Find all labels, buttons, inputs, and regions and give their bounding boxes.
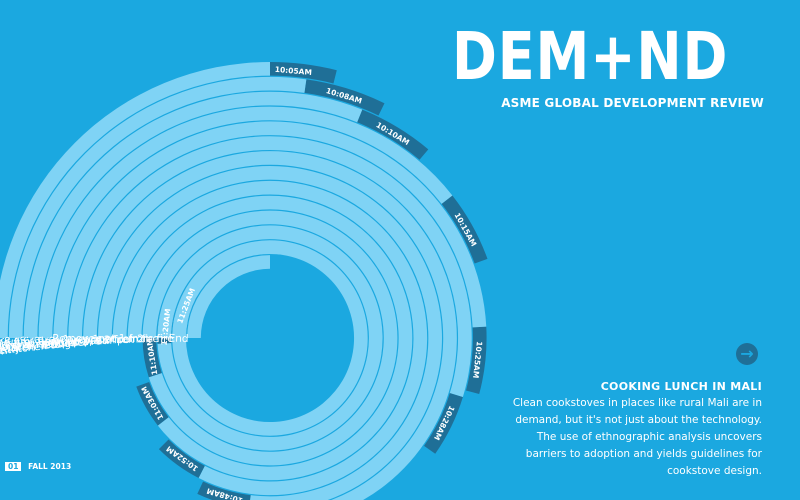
timeline-ring-left [112, 180, 270, 338]
timeline-ring-tail [197, 481, 251, 500]
timeline-ring-tail [424, 392, 463, 454]
timeline-ring-tail [270, 62, 337, 84]
timeline-ring-left [38, 106, 270, 338]
timeline-ring-tail [441, 195, 488, 264]
magazine-title: DEM+ND [452, 18, 729, 95]
timeline-ring-tail [158, 439, 205, 479]
timeline-ring-left [98, 166, 270, 338]
timeline-ring-tail [357, 109, 429, 160]
timeline-ring [270, 76, 307, 93]
timeline-ring [270, 121, 487, 328]
task-label: Remove pot 1 from fire [52, 333, 173, 345]
time-label: 10:05AM [274, 65, 312, 77]
next-arrow-icon[interactable]: → [736, 343, 758, 365]
timeline-ring-left [142, 210, 270, 338]
page-number: 01 [5, 462, 22, 471]
timeline-ring-left [68, 136, 270, 338]
timeline-ring-left [53, 121, 270, 338]
task-label: Tend fire, Remove pot 2 from fire [0, 333, 159, 350]
issue-label: FALL 2013 [28, 462, 72, 471]
timeline-ring [270, 91, 363, 123]
time-label: 11:20AM [160, 308, 173, 346]
footer: 01 FALL 2013 [5, 462, 71, 474]
timeline-ring-tail [466, 326, 487, 395]
timeline-ring-tail [142, 338, 162, 378]
time-label: 10:25AM [471, 341, 484, 379]
timeline-ring-left [83, 151, 271, 338]
timeline-ring-tail [304, 79, 385, 116]
story-title: COOKING LUNCH IN MALI [600, 380, 762, 393]
timeline-ring-left [157, 225, 270, 338]
story-blurb: COOKING LUNCH IN MALI Clean cookstoves i… [502, 378, 762, 480]
timeline-ring [270, 106, 453, 204]
timeline-ring-tail [136, 381, 169, 426]
timeline-ring-left [187, 255, 270, 338]
task-label: End [168, 332, 188, 345]
story-body: Clean cookstoves in places like rural Ma… [512, 397, 762, 477]
timeline-ring-left [172, 240, 270, 338]
magazine-subtitle: ASME GLOBAL DEVELOPMENT REVIEW [501, 96, 764, 110]
timeline-ring-left [127, 195, 270, 338]
masthead: DEM+ND ASME GLOBAL DEVELOPMENT REVIEW [452, 18, 764, 111]
